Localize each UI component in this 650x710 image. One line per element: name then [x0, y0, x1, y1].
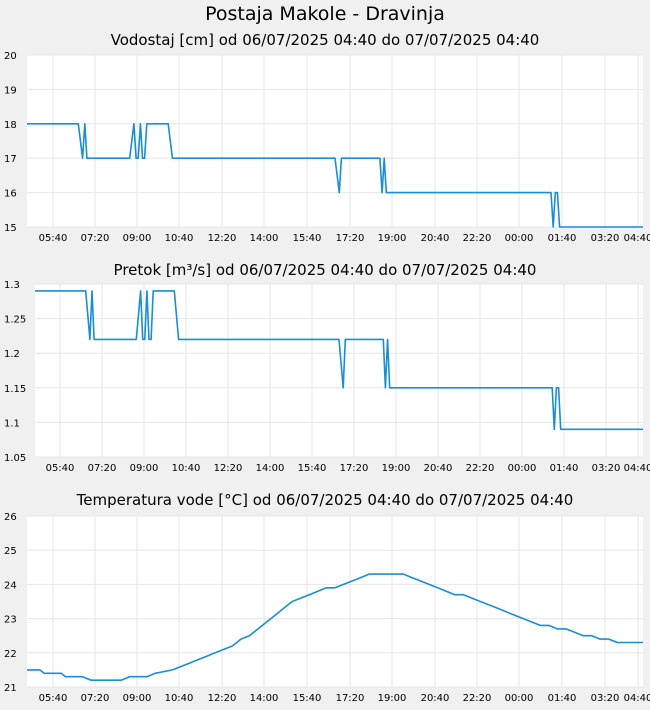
x-tick-label: 05:40	[39, 233, 68, 244]
x-tick-label: 15:40	[293, 693, 322, 704]
x-tick-label: 03:20	[592, 463, 621, 474]
x-tick-label: 01:40	[550, 463, 579, 474]
x-tick-label: 15:40	[293, 233, 322, 244]
y-tick-label: 22	[4, 649, 17, 660]
y-tick-label: 23	[4, 615, 17, 626]
x-tick-label: 09:00	[123, 233, 152, 244]
y-tick-label: 26	[4, 512, 17, 523]
chart-title: Vodostaj [cm] od 06/07/2025 04:40 do 07/…	[111, 31, 540, 49]
x-tick-label: 19:00	[378, 693, 407, 704]
water-level-chart: Vodostaj [cm] od 06/07/2025 04:40 do 07/…	[4, 31, 650, 244]
x-tick-label: 17:20	[340, 463, 369, 474]
x-tick-label: 20:40	[424, 463, 453, 474]
x-tick-label: 19:00	[382, 463, 411, 474]
x-tick-label: 09:00	[130, 463, 159, 474]
x-tick-label: 05:40	[39, 693, 68, 704]
y-tick-label: 18	[4, 120, 17, 131]
x-tick-label: 07:20	[81, 693, 110, 704]
x-tick-label: 04:40	[624, 233, 650, 244]
y-tick-label: 20	[4, 51, 17, 62]
x-tick-label: 05:40	[46, 463, 75, 474]
x-tick-label: 22:20	[466, 463, 495, 474]
x-tick-label: 12:20	[214, 463, 243, 474]
x-tick-label: 17:20	[336, 233, 365, 244]
x-tick-label: 07:20	[81, 233, 110, 244]
y-tick-label: 19	[4, 85, 17, 96]
y-tick-label: 1.3	[4, 280, 20, 291]
y-tick-label: 1.25	[4, 315, 26, 326]
x-tick-label: 00:00	[505, 233, 534, 244]
chart-title: Pretok [m³/s] od 06/07/2025 04:40 do 07/…	[114, 261, 537, 279]
x-tick-label: 22:20	[463, 693, 492, 704]
water-temperature-chart: Temperatura vode [°C] od 06/07/2025 04:4…	[4, 491, 650, 704]
x-tick-label: 09:00	[123, 693, 152, 704]
x-tick-label: 10:40	[172, 463, 201, 474]
x-tick-label: 01:40	[548, 693, 577, 704]
plot-area	[27, 55, 643, 227]
x-tick-label: 14:00	[256, 463, 285, 474]
x-tick-label: 15:40	[298, 463, 327, 474]
x-tick-label: 22:20	[463, 233, 492, 244]
y-tick-label: 21	[4, 683, 17, 694]
x-tick-label: 14:00	[250, 233, 279, 244]
x-tick-label: 19:00	[378, 233, 407, 244]
x-tick-label: 12:20	[208, 233, 237, 244]
x-tick-label: 07:20	[88, 463, 117, 474]
y-tick-label: 15	[4, 223, 17, 234]
x-tick-label: 04:40	[624, 693, 650, 704]
y-tick-label: 1.15	[4, 384, 26, 395]
x-tick-label: 01:40	[548, 233, 577, 244]
y-tick-label: 1.2	[4, 349, 20, 360]
station-title: Postaja Makole - Dravinja	[205, 3, 445, 25]
x-tick-label: 20:40	[421, 233, 450, 244]
discharge-chart: Pretok [m³/s] od 06/07/2025 04:40 do 07/…	[4, 261, 650, 474]
y-tick-label: 1.1	[4, 418, 20, 429]
series-line	[35, 290, 643, 431]
y-tick-label: 16	[4, 189, 17, 200]
x-tick-label: 14:00	[250, 693, 279, 704]
y-tick-label: 1.05	[4, 453, 26, 464]
x-tick-label: 03:20	[591, 233, 620, 244]
y-tick-label: 17	[4, 154, 17, 165]
y-tick-label: 25	[4, 546, 17, 557]
plot-area	[35, 284, 643, 457]
plot-area	[27, 516, 643, 687]
series-line	[27, 573, 643, 682]
y-tick-label: 24	[4, 580, 17, 591]
series-line	[27, 123, 643, 228]
x-tick-label: 00:00	[508, 463, 537, 474]
chart-title: Temperatura vode [°C] od 06/07/2025 04:4…	[76, 491, 574, 509]
x-tick-label: 00:00	[505, 693, 534, 704]
x-tick-label: 12:20	[208, 693, 237, 704]
x-tick-label: 03:20	[591, 693, 620, 704]
x-tick-label: 04:40	[624, 463, 650, 474]
x-tick-label: 17:20	[336, 693, 365, 704]
x-tick-label: 10:40	[165, 693, 194, 704]
x-tick-label: 20:40	[421, 693, 450, 704]
x-tick-label: 10:40	[165, 233, 194, 244]
